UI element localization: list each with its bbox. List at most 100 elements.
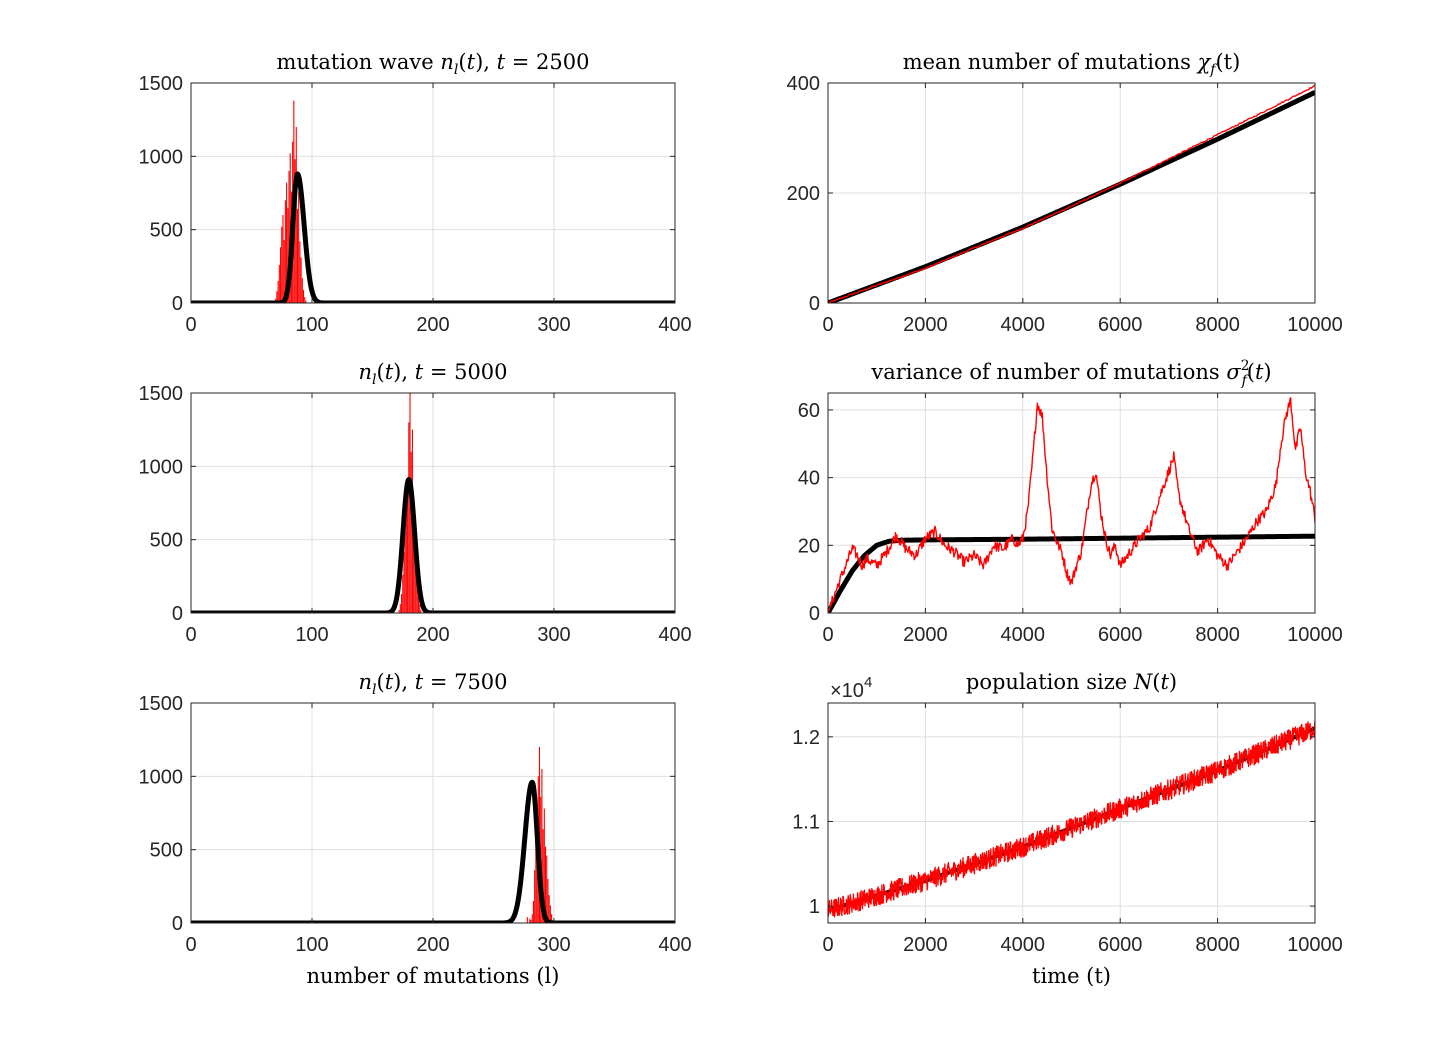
subplot-popsize: 0 2000 4000 6000 8000 10000 1 1.1 1.2 ×104 populat… [792,670,1343,988]
sim-bar [543,808,545,923]
title-part: t [497,50,506,74]
title-part: = 5000 [423,360,507,384]
plot-area [828,393,1315,613]
sim-bar [296,209,299,303]
y-tick-label: 1000 [139,456,184,478]
x-tick-label: 8000 [1195,934,1240,956]
x-tick-label: 400 [658,624,691,646]
sim-bar [304,297,306,303]
x-tick-label: 0 [185,934,196,956]
sim-bar [419,604,421,613]
title-part: l [454,62,458,78]
title-part: σ [1226,360,1241,384]
x-tick-label: 0 [822,934,833,956]
y-tick-label: 1500 [139,383,184,405]
sim-bar [283,239,285,303]
title-part: (t) [1215,50,1240,74]
sim-bar [410,451,412,613]
plot-marks [191,747,675,923]
sim-bar [400,593,403,613]
y-tick-label: 200 [787,183,820,205]
x-axis-label: time (t) [1032,964,1111,988]
sim-bar [287,207,289,303]
sim-bar [294,159,296,303]
sim-bar [541,769,543,923]
sim-bar [288,171,290,303]
axes-box [827,392,1316,614]
x-tick-label: 100 [295,314,328,336]
plot-marks [828,719,1315,918]
title-part: l [372,682,376,698]
chart-title: population size N(t) [966,670,1177,694]
x-tick-label: 2000 [903,624,948,646]
x-tick-label: 200 [416,314,449,336]
title-part: f [1241,373,1250,389]
title-part: t [385,360,394,384]
sim-bar [534,870,536,923]
title-part: χ [1196,50,1212,74]
title-part: t [415,670,424,694]
x-tick-label: 300 [537,934,570,956]
title-part: t [467,50,476,74]
x-tick-label: 10000 [1287,934,1343,956]
sim-bar [301,278,303,303]
sim-bar [295,127,297,303]
sim-bar [546,855,548,923]
sim-bar [531,914,533,923]
title-part: t [415,360,424,384]
sim-bar [399,604,401,613]
title-part: ( [1152,670,1160,694]
theory-line [828,533,1315,613]
subplot-mean: 0 2000 4000 6000 8000 10000 0 200 400 mean number… [787,50,1343,336]
x-tick-label: 8000 [1195,314,1240,336]
sim-bar [530,920,532,923]
x-tick-label: 6000 [1098,624,1143,646]
title-part: = 2500 [505,50,589,74]
title-part: t [1255,360,1264,384]
title-part: n [358,360,372,384]
sim-bar [281,226,283,303]
x-axis-label: number of mutations (l) [307,964,560,988]
x-tick-label: 0 [822,624,833,646]
sim-bar [542,829,544,923]
x-tick-label: 10000 [1287,624,1343,646]
x-tick-label: 300 [537,314,570,336]
sim-bar [302,289,305,303]
x-tick-label: 6000 [1098,314,1143,336]
sim-bar [305,300,307,303]
subplot-variance: 0 2000 4000 6000 8000 10000 0 20 40 60 variance of… [798,358,1343,646]
sim-bar [535,840,537,923]
plot-marks [828,397,1315,613]
title-part: n [440,50,454,74]
sim-bar [415,551,417,613]
y-tick-label: 1 [809,896,820,918]
sim-bar [407,483,409,613]
y-tick-label: 0 [172,913,183,935]
y-tick-label: 20 [798,535,820,557]
y-exponent-label: ×104 [830,674,872,702]
axes-box [827,702,1316,924]
y-tick-label: 1.2 [792,727,820,749]
y-tick-label: 0 [809,603,820,625]
sim-bar [532,901,534,923]
chart-title: nl(t), t = 5000 [358,360,507,388]
y-tick-label: 500 [150,840,183,862]
title-part: population size [966,670,1134,694]
sim-bar [413,498,415,613]
title-part: t [1160,670,1169,694]
sim-bar [417,592,420,613]
sim-bar [549,905,551,923]
x-tick-label: 400 [658,314,691,336]
x-tick-label: 0 [185,314,196,336]
y-tick-label: 1.1 [792,811,820,833]
title-part: ), [393,670,415,694]
y-tick-label: 500 [150,220,183,242]
sim-bar [298,191,300,303]
title-part: ( [376,670,384,694]
x-tick-label: 6000 [1098,934,1143,956]
sim-bar [299,241,301,303]
sim-bar [544,846,547,923]
sim-bar [551,914,553,923]
sim-bar [286,182,288,303]
